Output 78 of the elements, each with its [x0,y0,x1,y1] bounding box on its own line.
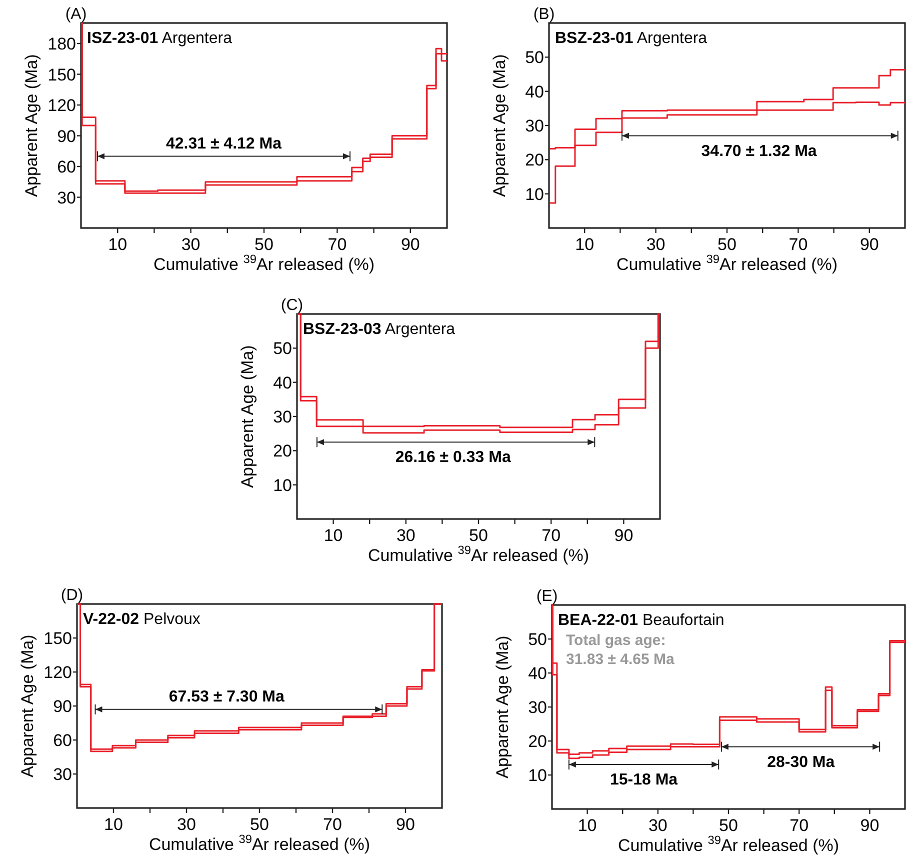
x-tick-label: 70 [328,235,347,254]
x-tick-label: 70 [788,235,808,254]
x-tick-label: 70 [542,526,561,545]
chart-title: BSZ-23-03 Argentera [303,321,456,338]
x-tick-label: 90 [860,235,879,254]
y-tick-label: 10 [273,476,292,495]
y-tick-label: 30 [53,765,72,784]
x-tick-label: 30 [646,235,666,254]
x-tick-label: 70 [790,816,809,835]
y-tick-label: 50 [528,630,547,649]
x-tick-label: 50 [250,815,269,834]
x-axis-title: Cumulative $^{39}$Ar released (%) [618,833,840,855]
annotation: 42.31 ± 4.12 Ma [166,135,282,152]
x-tick-label: 10 [575,235,594,254]
y-tick-label: 180 [48,34,76,54]
y-tick-label: 50 [273,339,292,358]
chart-subtitle: (E) [536,588,558,605]
x-axis-title: Cumulative $^{39}$Ar released (%) [148,832,370,854]
chart-title: ISZ-23-01 Argentera [87,30,232,47]
y-tick-label: 10 [525,184,544,204]
x-tick-label: 30 [396,526,416,545]
annotation: 67.53 ± 7.30 Ma [168,688,285,706]
y-tick-label: 90 [53,697,72,716]
y-tick-label: 150 [44,629,72,648]
y-tick-label: 150 [48,65,76,84]
chart-subtitle: (D) [60,587,84,604]
y-tick-label: 50 [525,48,544,68]
annotation: 28-30 Ma [767,754,835,771]
chart-subtitle: (B) [533,6,555,23]
y-tick-label: 30 [525,116,544,136]
x-tick-label: 10 [324,526,343,545]
y-tick-label: 10 [528,766,547,785]
x-tick-label: 70 [323,815,342,834]
chart-subtitle: (C) [280,297,304,314]
annotation: 34.70 ± 1.32 Ma [701,142,817,160]
annotation: 26.16 ± 0.33 Ma [395,449,511,466]
y-tick-label: 40 [273,373,292,392]
x-tick-label: 50 [254,235,274,254]
y-tick-label: 30 [528,698,547,717]
annotation: Total gas age: 31.83 ± 4.65 Ma [566,632,675,668]
y-tick-label: 60 [57,158,76,176]
x-axis-title: Cumulative $^{39}$Ar released (%) [616,252,838,274]
y-axis-title: Apparent Age (Ma) [238,345,257,488]
y-axis-title: Apparent Age (Ma) [493,636,512,778]
y-tick-label: 40 [528,664,547,683]
x-axis-title: Cumulative $^{39}$Ar released (%) [368,543,590,565]
chart-subtitle: (A) [65,6,87,23]
x-tick-label: 90 [400,235,420,254]
y-tick-label: 30 [273,408,292,426]
y-axis-title: Apparent Age (Ma) [490,54,509,197]
chart-title: V-22-02 Pelvoux [83,611,200,628]
x-tick-label: 30 [181,235,200,254]
x-tick-label: 10 [108,235,128,254]
x-axis-title: Cumulative $^{39}$Ar released (%) [153,252,375,274]
chart-title: BSZ-23-01 Argentera [555,30,708,47]
y-tick-label: 30 [57,188,76,208]
x-tick-label: 50 [469,526,488,545]
y-tick-label: 60 [53,731,72,750]
x-tick-label: 10 [578,816,597,835]
y-tick-label: 20 [525,150,544,170]
y-axis-title: Apparent Age (Ma) [22,54,41,197]
y-tick-label: 40 [525,82,544,102]
x-tick-label: 50 [719,816,738,835]
annotation: 15-18 Ma [610,771,678,788]
chart-title: BEA-22-01 Beaufortain [558,612,724,629]
x-tick-label: 30 [648,816,668,835]
y-tick-label: 120 [48,96,76,115]
y-tick-label: 20 [528,732,547,751]
x-tick-label: 50 [718,235,736,254]
y-tick-label: 120 [44,663,72,682]
y-tick-label: 90 [57,126,76,146]
x-tick-label: 30 [177,815,196,834]
x-tick-label: 90 [860,816,880,835]
x-tick-label: 90 [614,526,634,545]
y-tick-label: 20 [273,442,292,461]
x-tick-label: 90 [396,815,415,834]
y-axis-title: Apparent Age (Ma) [18,634,37,778]
x-tick-label: 10 [104,815,123,834]
